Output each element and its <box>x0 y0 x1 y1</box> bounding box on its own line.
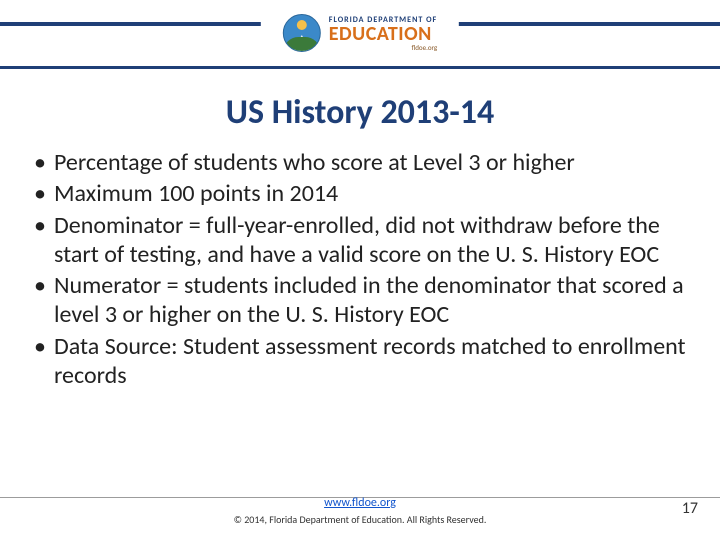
bullet-item: Maximum 100 points in 2014 <box>34 179 686 208</box>
bullet-item: Data Source: Student assessment records … <box>34 332 686 391</box>
fldoe-seal-icon <box>283 14 321 52</box>
logo-text: FLORIDA DEPARTMENT OF EDUCATION fldoe.or… <box>329 16 437 51</box>
slide: FLORIDA DEPARTMENT OF EDUCATION fldoe.or… <box>0 0 720 540</box>
bullet-item: Numerator = students included in the den… <box>34 271 686 330</box>
logo-line3: fldoe.org <box>329 44 437 51</box>
bullet-item: Percentage of students who score at Leve… <box>34 148 686 177</box>
page-number: 17 <box>682 499 698 518</box>
content-area: Percentage of students who score at Leve… <box>34 148 686 392</box>
seal-road-icon <box>293 35 311 51</box>
header-rule-bottom <box>0 66 720 69</box>
bullet-list: Percentage of students who score at Leve… <box>34 148 686 390</box>
footer-link[interactable]: www.fldoe.org <box>324 496 396 510</box>
logo-line2: EDUCATION <box>329 24 437 44</box>
header-logo: FLORIDA DEPARTMENT OF EDUCATION fldoe.or… <box>261 14 459 52</box>
bullet-item: Denominator = full-year-enrolled, did no… <box>34 211 686 270</box>
footer-copyright: © 2014, Florida Department of Education.… <box>0 513 720 526</box>
slide-title: US History 2013-14 <box>0 92 720 133</box>
footer: www.fldoe.org © 2014, Florida Department… <box>0 492 720 526</box>
